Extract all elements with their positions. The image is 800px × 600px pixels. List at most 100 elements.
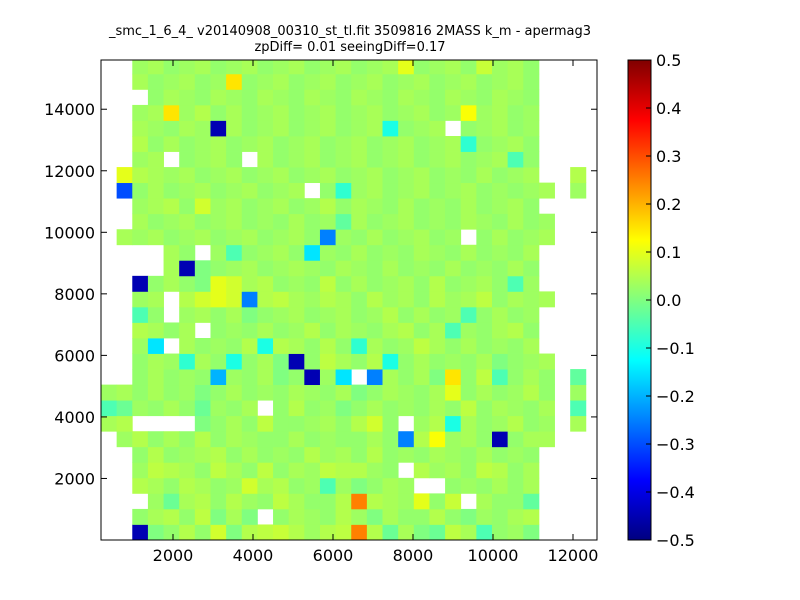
heatmap-cell xyxy=(319,462,336,479)
heatmap-cell xyxy=(273,322,290,339)
heatmap-cell xyxy=(366,493,383,510)
heatmap-cell xyxy=(226,229,243,246)
heatmap-cell xyxy=(335,260,352,277)
heatmap-cell xyxy=(507,89,524,106)
heatmap-cell xyxy=(413,353,430,370)
heatmap-cell xyxy=(476,338,493,354)
heatmap-cell xyxy=(413,524,430,541)
heatmap-cell xyxy=(523,73,540,90)
heatmap-cell xyxy=(398,446,415,463)
heatmap-cell xyxy=(335,182,352,199)
heatmap-cell xyxy=(304,524,321,541)
heatmap-cell xyxy=(226,73,243,90)
heatmap-cell xyxy=(210,244,227,261)
heatmap-cell xyxy=(460,244,477,261)
heatmap-cell xyxy=(241,136,258,152)
heatmap-cell xyxy=(429,322,446,339)
heatmap-cell xyxy=(179,306,196,323)
heatmap-cell xyxy=(132,524,149,541)
heatmap-cell xyxy=(288,198,305,215)
heatmap-cell xyxy=(398,73,415,90)
heatmap-cell xyxy=(257,182,274,199)
heatmap-cell xyxy=(304,229,321,246)
heatmap-cell xyxy=(335,462,352,479)
heatmap-cell xyxy=(288,213,305,230)
heatmap-cell xyxy=(147,322,164,339)
heatmap-cell xyxy=(147,104,164,121)
heatmap-cell xyxy=(288,415,305,432)
heatmap-cell xyxy=(179,151,196,168)
heatmap-cell xyxy=(335,151,352,168)
heatmap-cell xyxy=(445,322,462,339)
heatmap-cell xyxy=(194,89,211,106)
heatmap-cell xyxy=(179,400,196,417)
heatmap-cell xyxy=(241,431,258,448)
heatmap-cell xyxy=(226,60,243,75)
heatmap-cell xyxy=(523,229,540,246)
heatmap-cell xyxy=(429,462,446,479)
heatmap-cell xyxy=(507,446,524,463)
heatmap-cell xyxy=(507,524,524,541)
heatmap-cell xyxy=(538,353,555,370)
heatmap-cell xyxy=(429,104,446,121)
heatmap-cell xyxy=(351,260,368,277)
heatmap-cell xyxy=(226,167,243,184)
heatmap-cell xyxy=(382,400,399,417)
heatmap-cell xyxy=(194,353,211,370)
heatmap-cell xyxy=(398,136,415,152)
heatmap-cell xyxy=(507,244,524,261)
heatmap-cell xyxy=(163,477,180,494)
heatmap-cell xyxy=(429,291,446,308)
heatmap-cell xyxy=(507,182,524,199)
heatmap-cell xyxy=(398,384,415,401)
heatmap-cell xyxy=(210,431,227,448)
heatmap-cell xyxy=(304,89,321,106)
heatmap-cell xyxy=(413,244,430,261)
heatmap-cell xyxy=(429,384,446,401)
heatmap-cell xyxy=(288,167,305,184)
heatmap-cell xyxy=(507,260,524,277)
heatmap-cell xyxy=(257,260,274,277)
heatmap-cell xyxy=(132,213,149,230)
heatmap-cell xyxy=(460,151,477,168)
heatmap-cell xyxy=(147,291,164,308)
heatmap-cell xyxy=(445,244,462,261)
heatmap-cell xyxy=(413,291,430,308)
heatmap-cell xyxy=(335,213,352,230)
heatmap-cell xyxy=(241,229,258,246)
heatmap-cell xyxy=(304,260,321,277)
heatmap-cell xyxy=(194,369,211,386)
heatmap-cell xyxy=(132,508,149,525)
heatmap-cell xyxy=(257,446,274,463)
heatmap-cell xyxy=(445,306,462,323)
heatmap-cell xyxy=(523,477,540,494)
heatmap-cell xyxy=(507,275,524,292)
heatmap-cell xyxy=(101,415,118,432)
heatmap-cell xyxy=(335,508,352,525)
heatmap-cell xyxy=(304,275,321,292)
heatmap-cell xyxy=(413,120,430,137)
heatmap-cell xyxy=(194,260,211,277)
heatmap-cell xyxy=(507,493,524,510)
heatmap-cell xyxy=(398,369,415,386)
heatmap-cell xyxy=(163,508,180,525)
heatmap-cell xyxy=(366,338,383,354)
heatmap-cell xyxy=(476,60,493,75)
heatmap-cell xyxy=(288,400,305,417)
heatmap-cell xyxy=(492,136,509,152)
heatmap-cell xyxy=(210,73,227,90)
heatmap-cell xyxy=(460,322,477,339)
heatmap-cell xyxy=(304,322,321,339)
heatmap-cell xyxy=(194,104,211,121)
heatmap-cell xyxy=(351,120,368,137)
heatmap-cell xyxy=(194,60,211,75)
heatmap-cell xyxy=(210,167,227,184)
heatmap-cell xyxy=(445,338,462,354)
heatmap-cell xyxy=(194,400,211,417)
heatmap-cell xyxy=(366,73,383,90)
heatmap-cell xyxy=(538,229,555,246)
heatmap-cell xyxy=(492,353,509,370)
heatmap-cell xyxy=(476,508,493,525)
heatmap-cell xyxy=(398,306,415,323)
heatmap-cell xyxy=(523,400,540,417)
